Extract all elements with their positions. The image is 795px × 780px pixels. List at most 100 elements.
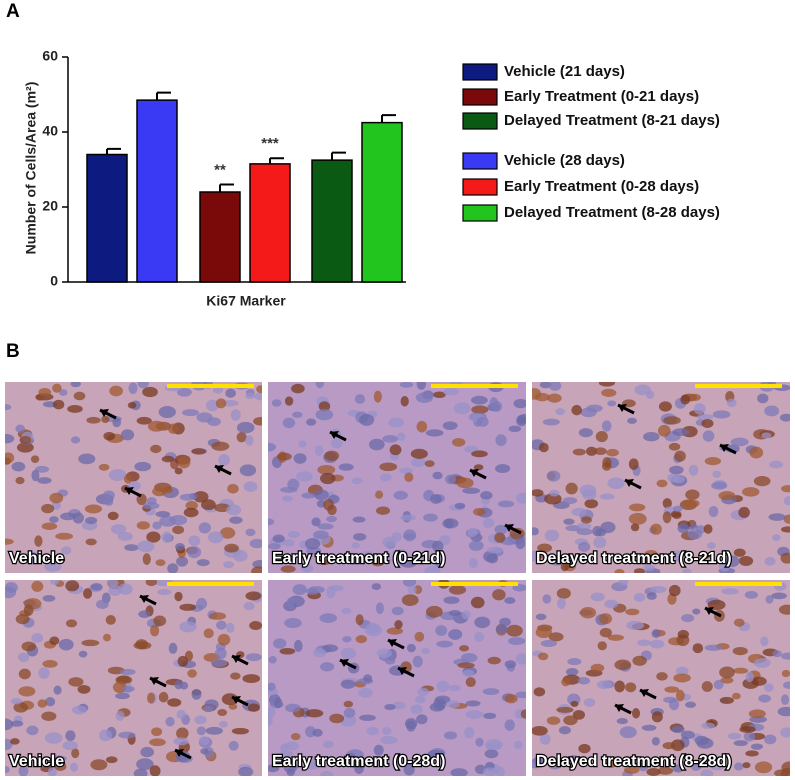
- cell: [721, 588, 739, 595]
- cell: [210, 659, 227, 667]
- cell: [305, 709, 324, 718]
- cell: [218, 453, 230, 466]
- cell: [122, 685, 135, 693]
- cell: [78, 453, 96, 465]
- cell: [532, 550, 539, 562]
- cell: [704, 457, 722, 466]
- cell: [694, 735, 709, 746]
- cell: [400, 514, 416, 521]
- cell: [176, 709, 186, 719]
- cell: [495, 464, 511, 474]
- cell: [616, 718, 628, 725]
- cell: [5, 404, 12, 411]
- cell: [459, 645, 470, 652]
- cell: [81, 639, 100, 647]
- cell: [584, 499, 599, 509]
- cell: [375, 602, 384, 615]
- cell: [158, 405, 176, 418]
- cell: [49, 516, 59, 523]
- arrow-head: [175, 749, 184, 757]
- cell: [465, 677, 476, 688]
- bar: [199, 191, 241, 283]
- cell: [468, 557, 478, 569]
- cell: [470, 395, 488, 405]
- cell: [495, 434, 507, 447]
- arrow-head: [140, 595, 149, 603]
- cell: [214, 647, 227, 660]
- cell: [15, 476, 25, 485]
- cell: [555, 408, 565, 416]
- cell: [753, 475, 771, 487]
- cell: [366, 726, 379, 736]
- cell: [607, 634, 624, 641]
- cell: [150, 624, 160, 637]
- cell: [614, 659, 632, 671]
- cell: [120, 429, 135, 441]
- cell: [253, 416, 262, 426]
- cell: [41, 503, 55, 514]
- cell: [179, 493, 196, 501]
- cell: [596, 680, 612, 690]
- cell: [86, 416, 101, 424]
- cell: [783, 681, 790, 689]
- cell: [750, 743, 763, 750]
- cell: [572, 448, 586, 456]
- cell: [194, 715, 207, 725]
- cell: [326, 515, 337, 523]
- cell: [757, 393, 769, 404]
- cell: [443, 731, 458, 740]
- cell: [169, 514, 188, 526]
- cell: [628, 458, 639, 470]
- cell: [777, 706, 790, 717]
- cell: [41, 711, 57, 721]
- cell: [341, 754, 354, 765]
- cell: [31, 633, 44, 643]
- cell: [382, 536, 397, 548]
- cell: [179, 621, 197, 633]
- legend-label: Delayed Treatment (8-21 days): [504, 112, 720, 129]
- cell: [619, 726, 637, 739]
- cell: [712, 470, 721, 478]
- cell: [403, 533, 416, 540]
- cell: [663, 416, 681, 425]
- arrow-head: [615, 704, 624, 712]
- cell: [137, 382, 149, 389]
- legend-label: Early Treatment (0-21 days): [504, 88, 699, 105]
- cell: [71, 705, 87, 715]
- cell: [112, 417, 122, 428]
- cell: [542, 418, 560, 426]
- cell: [427, 749, 445, 758]
- cell: [412, 655, 423, 668]
- cell: [693, 403, 706, 415]
- cell: [580, 407, 597, 418]
- cell: [115, 692, 130, 700]
- cell: [268, 764, 280, 773]
- arrow-head: [100, 409, 109, 417]
- cell: [730, 437, 749, 447]
- cell: [532, 489, 544, 497]
- cell: [342, 636, 352, 643]
- cell: [680, 394, 691, 405]
- cell: [61, 546, 72, 555]
- cell: [452, 437, 466, 447]
- cell: [424, 565, 441, 573]
- cell: [670, 510, 682, 518]
- cell: [562, 497, 578, 505]
- cell: [243, 481, 258, 492]
- cell: [701, 681, 713, 692]
- arrow-head: [470, 469, 479, 477]
- cell: [702, 430, 715, 442]
- cell: [410, 704, 423, 715]
- cell: [254, 392, 262, 401]
- cell: [576, 528, 593, 536]
- cell: [103, 633, 112, 642]
- cell: [547, 759, 562, 770]
- cell: [690, 759, 703, 771]
- cell: [482, 688, 500, 695]
- cell: [532, 527, 539, 536]
- cell: [306, 587, 319, 595]
- cell: [623, 766, 640, 774]
- cell: [436, 680, 450, 693]
- cell: [196, 726, 206, 736]
- cell: [457, 662, 475, 669]
